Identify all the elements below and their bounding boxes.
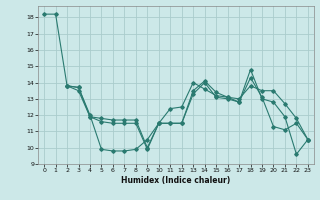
X-axis label: Humidex (Indice chaleur): Humidex (Indice chaleur) xyxy=(121,176,231,185)
